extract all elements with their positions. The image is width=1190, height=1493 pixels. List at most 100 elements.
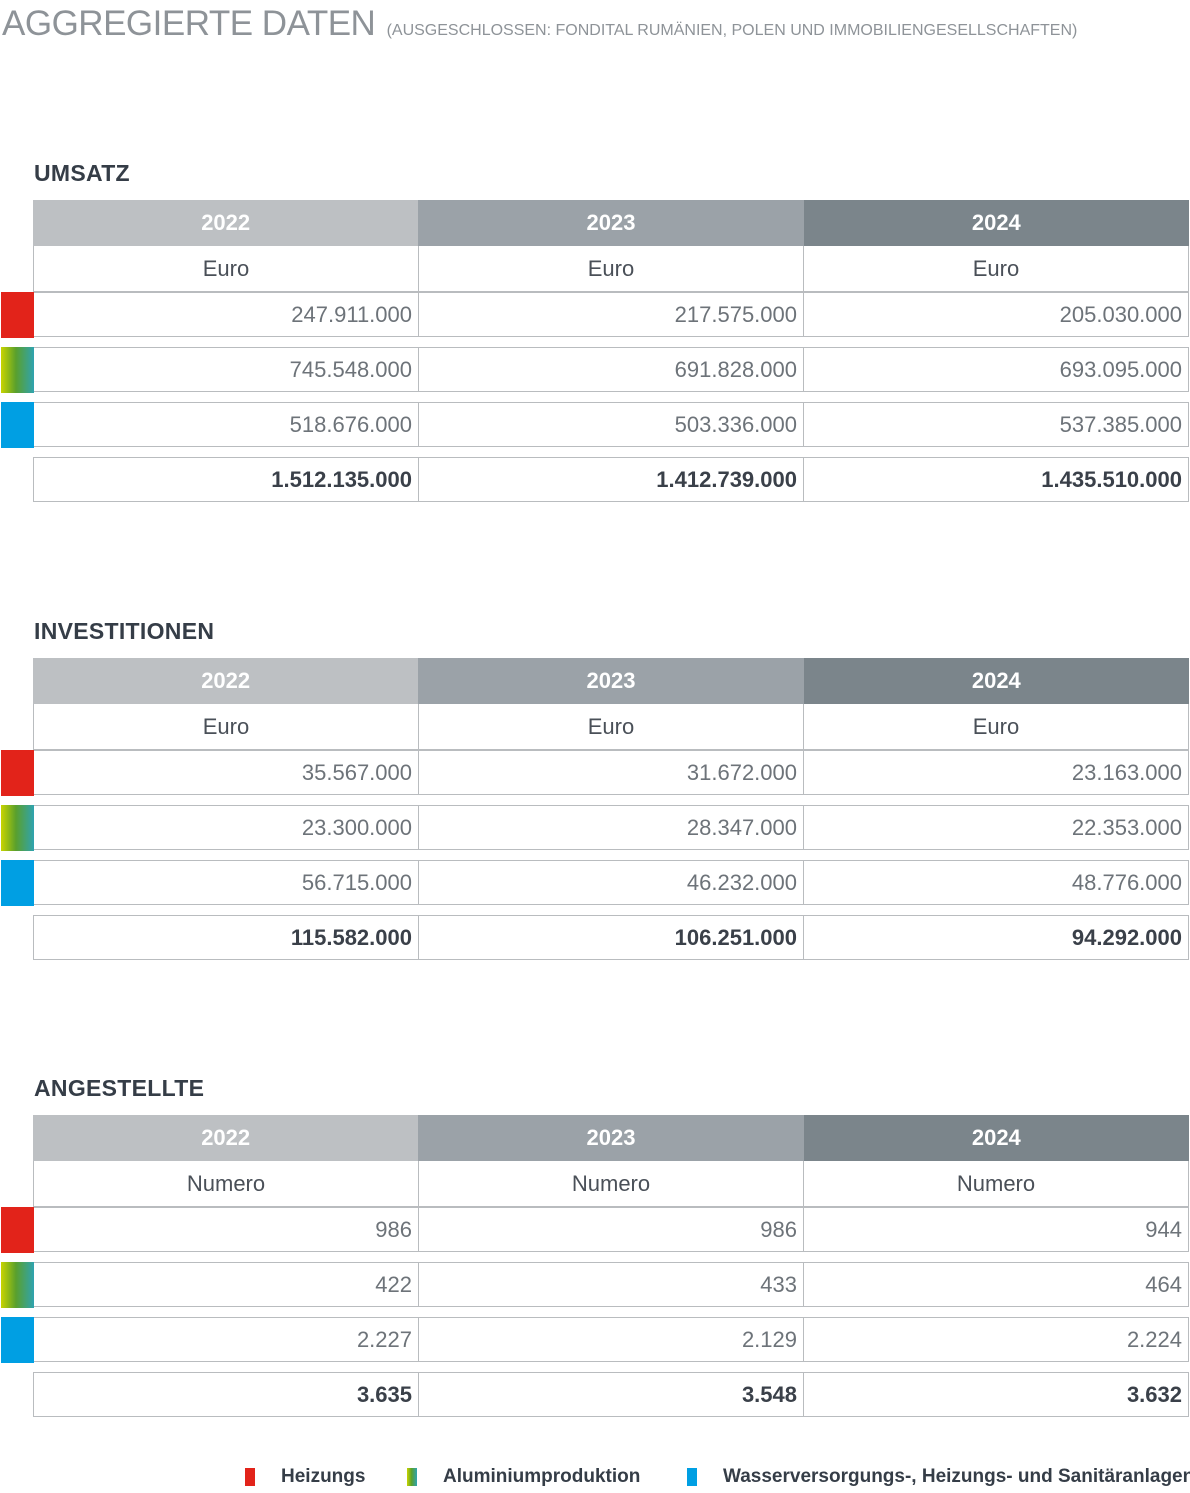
legend-item-wasser: Wasserversorgungs-, Heizungs- und Sanitä…: [687, 1466, 1190, 1488]
unit-cell: Euro: [804, 704, 1189, 750]
unit-cell: Numero: [804, 1161, 1189, 1207]
unit-cell: Euro: [33, 704, 419, 750]
year-header-2024: 2024: [803, 658, 1189, 704]
value-cell: 944: [1145, 1216, 1182, 1242]
year-header-2023: 2023: [418, 200, 804, 246]
unit-row: Numero Numero Numero: [33, 1161, 1189, 1207]
legend-label: Heizungs: [281, 1466, 366, 1487]
wasser-swatch: [1, 1317, 34, 1363]
value-cell: 745.548.000: [34, 348, 419, 391]
wasser-swatch: [1, 402, 34, 448]
total-cell: 3.632: [1126, 1381, 1182, 1407]
aluminium-swatch: [1, 805, 34, 851]
total-cell: 3.548: [419, 1373, 804, 1416]
value-cell: 2.227: [34, 1318, 419, 1361]
heizungs-swatch: [1, 1207, 34, 1253]
legend-item-heizungs: Heizungs: [245, 1466, 365, 1488]
table-row-total: 3.635 3.548 3.632: [33, 1372, 1189, 1417]
legend: Heizungs Aluminiumproduktion Wasserverso…: [0, 1466, 1190, 1492]
table-row-heizungs: 247.911.000 217.575.000 205.030.000: [1, 292, 1189, 338]
section-title: UMSATZ: [34, 160, 130, 186]
heizungs-swatch: [1, 750, 34, 796]
value-cell: 217.575.000: [419, 293, 804, 336]
value-cell: 986: [34, 1208, 419, 1251]
table-row-wasser: 2.227 2.129 2.224: [1, 1317, 1189, 1363]
table-row-aluminium: 745.548.000 691.828.000 693.095.000: [1, 347, 1189, 393]
year-header-2022: 2022: [33, 658, 419, 704]
value-cell: 464: [1145, 1271, 1182, 1297]
value-cell: 691.828.000: [419, 348, 804, 391]
value-cell: 23.300.000: [34, 806, 419, 849]
legend-label: Wasserversorgungs-, Heizungs- und Sanitä…: [723, 1466, 1190, 1487]
year-header-row: 2022 2023 2024: [33, 200, 1189, 246]
total-cell: 1.435.510.000: [1041, 466, 1182, 492]
total-cell: 94.292.000: [1071, 924, 1182, 950]
value-cell: 537.385.000: [1059, 411, 1182, 437]
unit-cell: Euro: [33, 246, 419, 292]
year-header-2024: 2024: [803, 200, 1189, 246]
aluminium-swatch: [1, 1262, 34, 1308]
data-table: 2022 2023 2024 Numero Numero Numero 986 …: [1, 1115, 1189, 1417]
value-cell: 433: [419, 1263, 804, 1306]
legend-label: Aluminiumproduktion: [443, 1466, 641, 1487]
value-cell: 56.715.000: [34, 861, 419, 904]
value-cell: 2.129: [419, 1318, 804, 1361]
unit-cell: Numero: [33, 1161, 419, 1207]
heizungs-swatch: [1, 292, 34, 338]
total-cell: 115.582.000: [34, 916, 419, 959]
table-row-heizungs: 986 986 944: [1, 1207, 1189, 1253]
value-cell: 23.163.000: [1071, 759, 1182, 785]
value-cell: 422: [34, 1263, 419, 1306]
table-row-aluminium: 23.300.000 28.347.000 22.353.000: [1, 805, 1189, 851]
aluminium-swatch: [1, 347, 34, 393]
year-header-2022: 2022: [33, 1115, 419, 1161]
value-cell: 35.567.000: [34, 751, 419, 794]
year-header-2023: 2023: [418, 658, 804, 704]
year-header-2022: 2022: [33, 200, 419, 246]
page-title-text: AGGREGIERTE DATEN: [2, 4, 376, 43]
unit-cell: Euro: [419, 246, 804, 292]
legend-swatch-blue: [687, 1468, 697, 1486]
value-cell: 2.224: [1126, 1326, 1182, 1352]
unit-cell: Euro: [804, 246, 1189, 292]
value-cell: 22.353.000: [1071, 814, 1182, 840]
table-row-wasser: 518.676.000 503.336.000 537.385.000: [1, 402, 1189, 448]
page-subtitle: (AUSGESCHLOSSEN: FONDITAL RUMÄNIEN, POLE…: [386, 22, 1078, 39]
value-cell: 28.347.000: [419, 806, 804, 849]
value-cell: 205.030.000: [1059, 301, 1182, 327]
wasser-swatch: [1, 860, 34, 906]
legend-item-aluminium: Aluminiumproduktion: [407, 1466, 640, 1488]
section-title: ANGESTELLTE: [34, 1075, 205, 1101]
table-row-total: 1.512.135.000 1.412.739.000 1.435.510.00…: [33, 457, 1189, 502]
page-title: AGGREGIERTE DATEN (AUSGESCHLOSSEN: FONDI…: [2, 4, 1077, 44]
table-row-total: 115.582.000 106.251.000 94.292.000: [33, 915, 1189, 960]
total-cell: 1.412.739.000: [419, 458, 804, 501]
year-header-2023: 2023: [418, 1115, 804, 1161]
table-row-aluminium: 422 433 464: [1, 1262, 1189, 1308]
value-cell: 986: [419, 1208, 804, 1251]
value-cell: 48.776.000: [1071, 869, 1182, 895]
data-table: 2022 2023 2024 Euro Euro Euro 35.567.000…: [1, 658, 1189, 960]
table-row-wasser: 56.715.000 46.232.000 48.776.000: [1, 860, 1189, 906]
value-cell: 503.336.000: [419, 403, 804, 446]
total-cell: 3.635: [34, 1373, 419, 1416]
year-header-row: 2022 2023 2024: [33, 1115, 1189, 1161]
unit-row: Euro Euro Euro: [33, 246, 1189, 292]
total-cell: 106.251.000: [419, 916, 804, 959]
total-cell: 1.512.135.000: [34, 458, 419, 501]
section-title: INVESTITIONEN: [34, 618, 215, 644]
unit-cell: Numero: [419, 1161, 804, 1207]
legend-swatch-green: [407, 1468, 417, 1486]
value-cell: 31.672.000: [419, 751, 804, 794]
data-table: 2022 2023 2024 Euro Euro Euro 247.911.00…: [1, 200, 1189, 502]
value-cell: 46.232.000: [419, 861, 804, 904]
legend-swatch-red: [245, 1468, 255, 1486]
table-row-heizungs: 35.567.000 31.672.000 23.163.000: [1, 750, 1189, 796]
year-header-row: 2022 2023 2024: [33, 658, 1189, 704]
unit-cell: Euro: [419, 704, 804, 750]
value-cell: 518.676.000: [34, 403, 419, 446]
year-header-2024: 2024: [803, 1115, 1189, 1161]
value-cell: 693.095.000: [1059, 356, 1182, 382]
unit-row: Euro Euro Euro: [33, 704, 1189, 750]
value-cell: 247.911.000: [34, 293, 419, 336]
